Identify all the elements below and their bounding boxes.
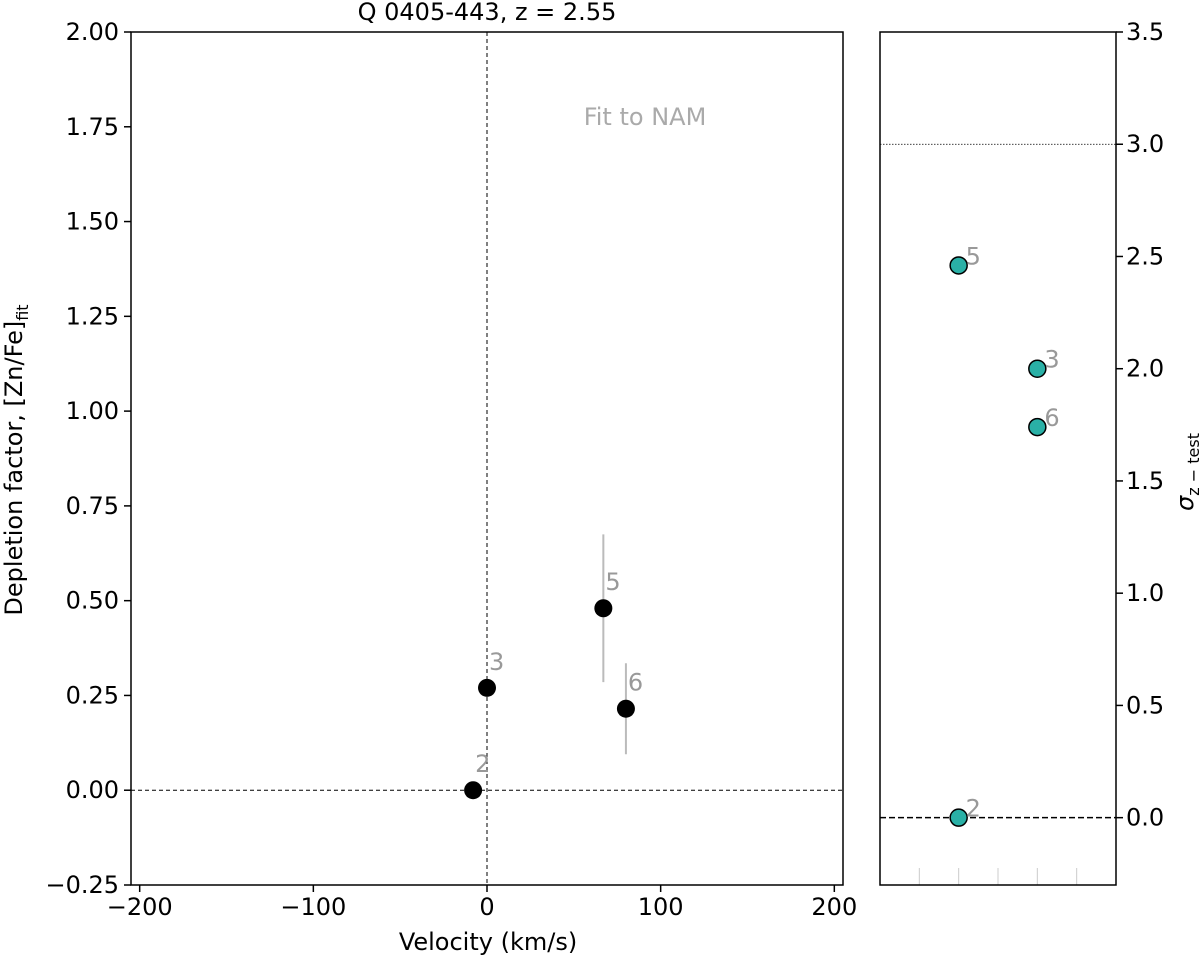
right-plot-frame [879, 31, 1117, 886]
y-tick-label: 1.00 [66, 397, 119, 425]
right-y-tick-label: 1.0 [1126, 579, 1164, 607]
y-tick-label: 0.00 [66, 776, 119, 804]
y-axis-label-main: Depletion factor, [Zn/Fe] [0, 321, 28, 616]
sigma-point-6 [1028, 417, 1047, 437]
y-tick-label: 0.75 [66, 492, 119, 520]
y-axis-label: Depletion factor, [Zn/Fe]fit [0, 304, 32, 615]
sigma-point-2 [949, 808, 968, 827]
right-y-axis-label-sub: z − test [1184, 433, 1200, 496]
x-tick-label: 100 [638, 893, 684, 921]
chart-title: Q 0405-443, z = 2.55 [358, 0, 617, 26]
data-point-5 [594, 599, 613, 618]
y-tick-label: 0.25 [66, 681, 119, 709]
x-axis-label: Velocity (km/s) [399, 928, 577, 956]
y-tick-label: 0.50 [66, 587, 119, 615]
sigma-point-5 [949, 256, 968, 275]
right-y-tick-label: 0.0 [1126, 804, 1164, 832]
right-y-axis-label: σz − test [1171, 433, 1200, 511]
right-y-tick-label: 3.0 [1126, 130, 1164, 158]
sigma-label-2: 2 [966, 795, 981, 823]
main-data-marks: −200 −100 0 100 200 −0.25 0.00 0.25 0.50 0.75 1.00… [45, 18, 857, 921]
x-tick-label: 200 [811, 893, 857, 921]
data-point-3 [478, 678, 496, 697]
right-y-tick-label: 3.5 [1126, 18, 1164, 46]
data-point-2 [464, 781, 483, 800]
right-y-tick-label: 2.0 [1126, 355, 1164, 383]
y-tick-label: 2.00 [66, 18, 119, 46]
right-y-tick-label: 2.5 [1126, 242, 1164, 270]
fit-annotation: Fit to NAM [584, 103, 707, 131]
x-tick-label: 0 [479, 893, 494, 921]
right-y-tick-label: 1.5 [1126, 467, 1164, 495]
point-label-3: 3 [489, 648, 504, 676]
main-plot-frame [130, 31, 844, 886]
sigma-label-3: 3 [1044, 346, 1059, 374]
data-point-6 [616, 699, 635, 718]
main-panel: Q 0405-443, z = 2.55 Fit to NAM Velocity… [0, 0, 857, 956]
point-label-2: 2 [475, 750, 490, 778]
sigma-point-3 [1028, 359, 1047, 378]
point-label-6: 6 [628, 669, 643, 697]
y-tick-label: 1.25 [66, 302, 119, 330]
y-tick-label: 1.50 [66, 208, 119, 236]
right-data-marks: 0.0 0.5 1.0 1.5 2.0 2.5 3.0 3.5 2 3 5 6 [880, 18, 1164, 885]
significance-panel: σz − test 0.0 0.5 1.0 1.5 2.0 2.5 3.0 3.5 2 3 5 6 [879, 18, 1200, 886]
point-label-5: 5 [605, 568, 620, 596]
x-tick-label: −100 [280, 893, 346, 921]
y-axis-label-sub: fit [13, 304, 32, 320]
y-tick-label: −0.25 [45, 871, 119, 899]
sigma-label-5: 5 [966, 242, 981, 270]
right-y-axis-label-main: σ [1171, 495, 1199, 511]
x-tick-label: −200 [107, 893, 173, 921]
right-y-tick-label: 0.5 [1126, 691, 1164, 719]
y-tick-label: 1.75 [66, 113, 119, 141]
sigma-label-6: 6 [1044, 404, 1059, 432]
